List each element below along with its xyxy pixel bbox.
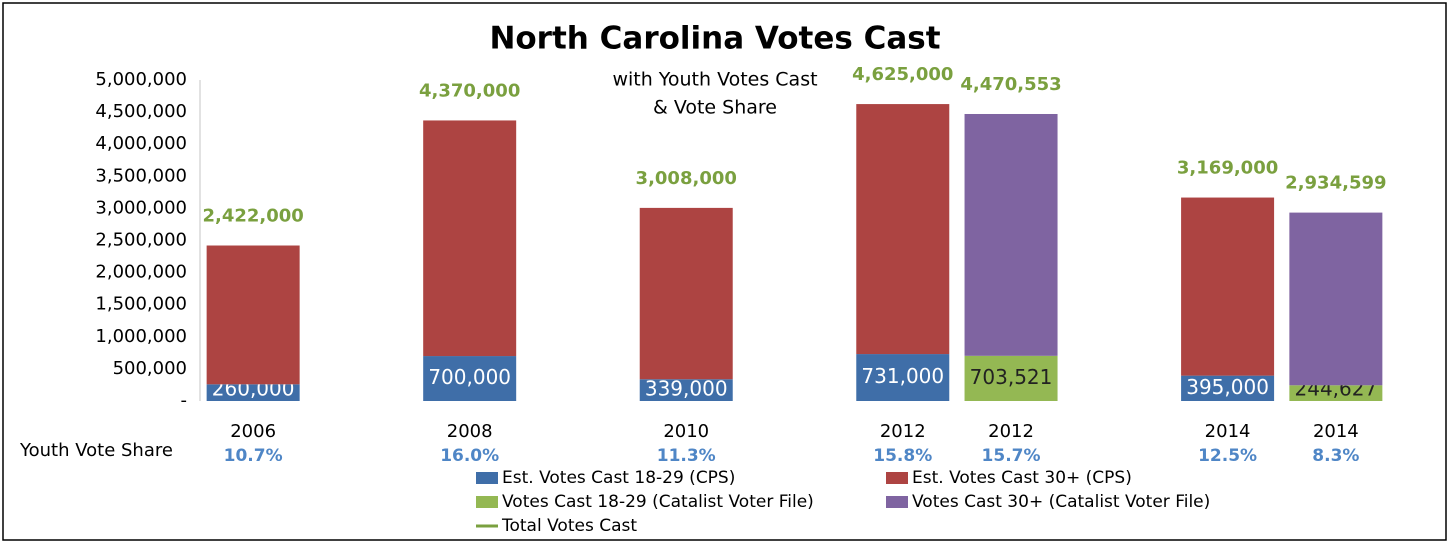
x-tick-label: 2006	[230, 421, 276, 442]
y-tick-label: 3,500,000	[95, 165, 187, 186]
x-tick-label: 2012	[880, 421, 926, 442]
total-label: 3,008,000	[636, 168, 737, 189]
chart-title: North Carolina Votes Cast	[489, 21, 940, 57]
bar-segment	[423, 356, 517, 401]
segment-label: 700,000	[428, 365, 511, 389]
chart-subtitle: with Youth Votes Cast	[612, 69, 817, 91]
bar-segment	[206, 245, 300, 385]
segment-label: 339,000	[645, 377, 728, 401]
legend-label: Est. Votes Cast 30+ (CPS)	[912, 468, 1132, 488]
y-tick-label: -	[181, 390, 188, 411]
segment-label: 731,000	[861, 364, 944, 388]
legend-label: Votes Cast 30+ (Catalist Voter File)	[912, 492, 1210, 512]
share-label: 8.3%	[1312, 446, 1359, 466]
bar-segment	[423, 120, 517, 357]
legend-label: Est. Votes Cast 18-29 (CPS)	[502, 468, 735, 488]
total-label: 2,934,599	[1285, 173, 1386, 194]
legend-label: Votes Cast 18-29 (Catalist Voter File)	[502, 492, 814, 512]
legend-swatch	[886, 472, 908, 484]
total-label: 2,422,000	[202, 206, 303, 227]
bar-segment	[1289, 385, 1383, 401]
bar-segment	[206, 384, 300, 401]
share-label: 10.7%	[224, 446, 283, 466]
share-label: 11.3%	[657, 446, 716, 466]
total-label: 3,169,000	[1177, 158, 1278, 179]
segment-label: 395,000	[1186, 375, 1269, 399]
share-row-label: Youth Vote Share	[19, 440, 173, 461]
x-tick-label: 2012	[988, 421, 1034, 442]
y-tick-label: 3,000,000	[95, 197, 187, 218]
bar-segment	[639, 207, 733, 380]
y-tick-label: 4,500,000	[95, 101, 187, 122]
y-tick-label: 2,500,000	[95, 230, 187, 251]
bar-segment	[964, 113, 1058, 356]
total-label: 4,370,000	[419, 80, 520, 101]
legend-swatch	[476, 472, 498, 484]
bar-segment	[1181, 197, 1275, 376]
share-label: 16.0%	[440, 446, 499, 466]
legend-label: Total Votes Cast	[501, 516, 637, 536]
bar-segment	[639, 379, 733, 401]
y-tick-label: 500,000	[113, 358, 187, 379]
y-tick-label: 1,000,000	[95, 326, 187, 347]
chart-subtitle: & Vote Share	[653, 97, 777, 119]
x-tick-label: 2014	[1205, 421, 1251, 442]
y-tick-label: 2,000,000	[95, 262, 187, 283]
legend-swatch	[886, 496, 908, 508]
share-label: 15.8%	[873, 446, 932, 466]
x-tick-label: 2014	[1313, 421, 1359, 442]
total-label: 4,625,000	[852, 64, 953, 85]
bar-segment	[856, 104, 950, 355]
legend-swatch	[476, 496, 498, 508]
bar-segment	[1181, 375, 1275, 401]
total-label: 4,470,553	[960, 74, 1061, 95]
x-tick-label: 2008	[447, 421, 493, 442]
x-tick-label: 2010	[663, 421, 709, 442]
share-label: 15.7%	[982, 446, 1041, 466]
bar-segment	[1289, 212, 1383, 386]
share-label: 12.5%	[1198, 446, 1257, 466]
y-tick-label: 1,500,000	[95, 294, 187, 315]
bar-segment	[856, 354, 950, 401]
bar-segment	[964, 355, 1058, 401]
segment-label: 703,521	[970, 365, 1053, 389]
y-tick-label: 5,000,000	[95, 69, 187, 90]
y-tick-label: 4,000,000	[95, 133, 187, 154]
